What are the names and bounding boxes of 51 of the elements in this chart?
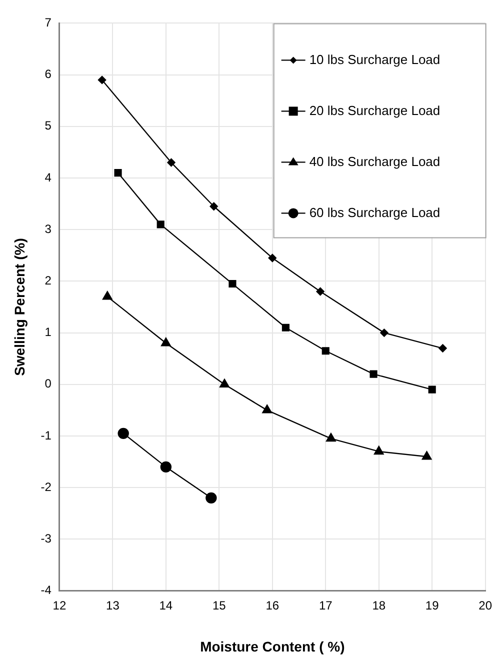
y-tick-label: 7 [44,16,52,30]
x-tick-label: 15 [212,598,226,612]
point [228,280,236,288]
x-tick-label: 18 [372,598,386,612]
y-tick-label: 1 [44,325,52,340]
point [282,324,290,332]
legend-label: 10 lbs Surcharge Load [309,52,440,67]
point [322,347,330,355]
legend-label: 60 lbs Surcharge Load [309,204,440,220]
point [438,344,447,352]
point [370,370,378,378]
point [210,202,218,210]
point [160,461,172,473]
x-tick-label: 12 [52,598,66,612]
y-tick-label: 0 [44,376,52,391]
legend-label: 40 lbs Surcharge Load [309,154,440,169]
y-tick-label: 3 [44,222,52,236]
point [118,428,129,440]
x-tick-label: 16 [266,598,280,612]
legend-label: 20 lbs Surcharge Load [309,102,440,118]
point [98,76,106,84]
point [102,291,112,300]
point [262,404,272,414]
point [114,169,122,177]
y-tick-label: 4 [44,170,52,184]
point [206,492,217,504]
y-tick-label: 5 [44,118,52,133]
y-tick-label: -2 [40,480,52,494]
x-axis-title: Moisture Content ( %) [200,638,345,654]
x-tick-label: 14 [159,598,173,612]
x-tick-label: 19 [425,598,440,612]
y-tick-label: -3 [40,532,52,546]
point [380,328,388,337]
x-tick-label: 13 [106,598,120,612]
point [161,338,171,346]
x-tick-label: 17 [318,598,333,612]
y-tick-label: 2 [44,274,52,288]
y-axis-title: Swelling Percent (%) [11,238,28,376]
point [220,378,230,388]
y-tick-label: -4 [40,583,52,598]
point [326,432,336,442]
point [316,287,324,296]
point [422,451,432,460]
y-tick-label: 6 [44,67,52,82]
x-tick-label: 20 [478,598,492,612]
point [428,386,436,394]
point [156,220,164,228]
point [374,446,384,455]
point [268,254,276,262]
y-tick-label: -1 [40,428,52,442]
point [167,158,176,167]
